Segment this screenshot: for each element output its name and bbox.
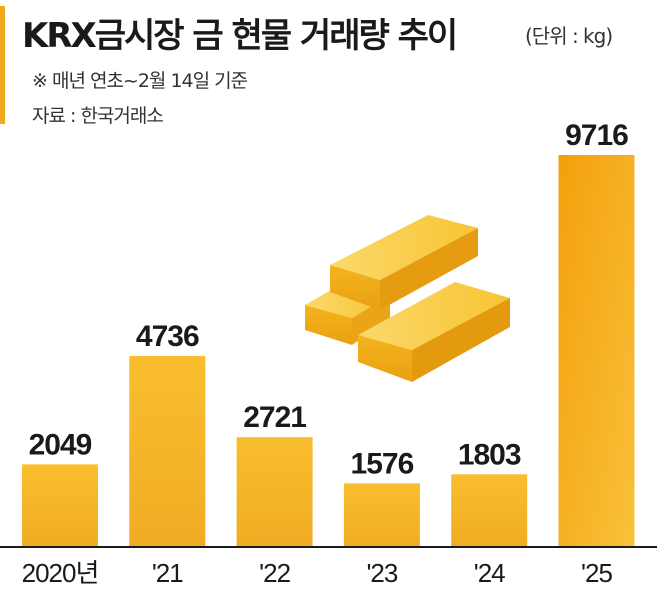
bar-4	[451, 474, 528, 547]
x-tick-labels: 2020년 '21 '22 '23 '24 '25	[22, 558, 614, 588]
bar-2	[236, 437, 313, 547]
source-text: 자료 : 한국거래소	[32, 105, 164, 127]
x-tick-label-1: '21	[152, 558, 183, 588]
bars-group: 2049 4736 2721 1576 1803 9716	[22, 119, 635, 547]
x-tick-label-4: '24	[474, 558, 505, 588]
bar-3	[343, 483, 420, 547]
bar-0	[22, 464, 98, 547]
x-tick-label-5: '25	[581, 558, 612, 588]
bar-1	[129, 355, 206, 547]
gold-bars-icon	[305, 215, 510, 382]
chart-title: KRX금시장 금 현물 거래량 추이	[22, 16, 458, 56]
x-tick-label-0: 2020년	[22, 558, 99, 588]
x-tick-label-3: '23	[366, 558, 397, 588]
data-label-5: 9716	[565, 119, 628, 152]
x-tick-label-2: '22	[259, 558, 290, 588]
unit-label: (단위 : kg)	[525, 24, 613, 48]
bar-5	[558, 155, 635, 547]
data-label-0: 2049	[29, 428, 92, 461]
data-label-3: 1576	[351, 447, 414, 480]
data-label-1: 4736	[136, 320, 199, 353]
note-text: ※ 매년 연초~2월 14일 기준	[32, 70, 248, 92]
data-label-4: 1803	[458, 438, 521, 471]
data-label-2: 2721	[243, 401, 306, 434]
accent-bar	[0, 6, 5, 124]
